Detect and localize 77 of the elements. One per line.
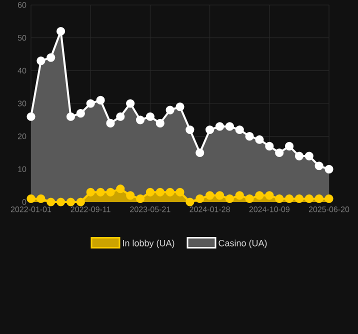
y-tick-label: 0	[22, 199, 26, 205]
point	[196, 194, 204, 204]
point	[206, 125, 214, 134]
point	[186, 125, 194, 134]
point	[166, 106, 174, 114]
point	[275, 148, 284, 158]
point	[116, 112, 125, 121]
x-tick-label: 2024-01-28	[190, 206, 230, 212]
point	[215, 191, 224, 200]
y-tick-label: 60	[18, 2, 26, 8]
point	[215, 122, 224, 131]
point	[36, 194, 46, 204]
point	[36, 56, 46, 66]
point	[304, 152, 314, 160]
point	[304, 194, 314, 204]
legend-label: Casino (UA)	[218, 240, 267, 248]
y-tick-label: 30	[18, 100, 26, 106]
point	[26, 194, 36, 204]
point	[146, 112, 155, 121]
point	[245, 132, 254, 141]
point	[324, 194, 334, 204]
point	[235, 191, 244, 200]
point	[66, 198, 76, 206]
point	[225, 194, 234, 204]
point	[126, 191, 135, 200]
legend-label: In lobby (UA)	[123, 240, 174, 248]
point	[176, 102, 184, 112]
point	[46, 198, 56, 206]
point	[255, 135, 264, 144]
point	[136, 194, 145, 204]
y-tick-label: 20	[18, 133, 26, 140]
point	[255, 191, 264, 200]
point	[176, 188, 184, 196]
point	[324, 164, 334, 174]
y-tick-label: 10	[18, 166, 26, 172]
point	[275, 194, 284, 204]
point	[294, 194, 304, 204]
point	[76, 198, 85, 206]
x-tick-label: 2022-01-01	[10, 206, 52, 212]
point	[284, 194, 294, 204]
point	[106, 188, 115, 196]
point	[284, 142, 294, 150]
point	[56, 26, 66, 36]
point	[66, 112, 76, 121]
point	[116, 184, 125, 194]
point	[314, 162, 324, 170]
point	[186, 198, 194, 206]
point	[156, 188, 164, 196]
point	[96, 188, 105, 196]
point	[106, 118, 115, 128]
point	[96, 96, 105, 105]
point	[225, 122, 234, 131]
y-tick-label: 50	[18, 35, 26, 41]
point	[265, 142, 274, 150]
point	[126, 99, 135, 108]
point	[196, 148, 204, 158]
point	[206, 191, 214, 200]
point	[294, 152, 304, 160]
y-tick-label: 40	[18, 68, 26, 74]
x-tick-label: 2025-06-20	[308, 206, 350, 212]
point	[314, 194, 324, 204]
point	[56, 198, 66, 206]
point	[265, 191, 274, 200]
point	[46, 53, 56, 62]
point	[136, 116, 145, 124]
point	[26, 112, 36, 121]
x-tick-label: 2024-10-09	[249, 206, 290, 212]
point	[76, 109, 85, 118]
point	[86, 188, 95, 196]
point	[166, 188, 174, 196]
x-tick-label: 2022-09-11	[70, 206, 110, 212]
x-tick-label: 2023-05-21	[130, 206, 170, 212]
point	[245, 194, 254, 204]
point	[156, 118, 164, 128]
point	[146, 188, 155, 196]
point	[86, 99, 95, 108]
point	[235, 125, 244, 134]
